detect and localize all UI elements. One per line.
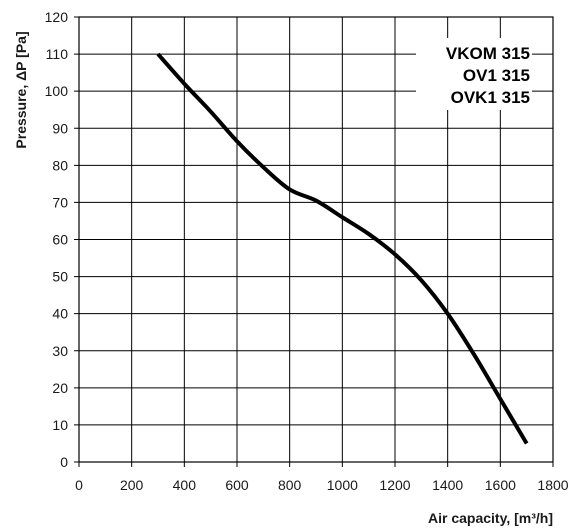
x-tick-label: 600 xyxy=(225,477,249,493)
y-axis-label: Pressure, ΔP [Pa] xyxy=(13,31,29,148)
x-tick-label: 400 xyxy=(173,477,197,493)
fan-curve-line xyxy=(156,52,529,445)
model-label: VKOM 315 xyxy=(446,44,530,63)
y-axis-ticks: 0 10 20 30 40 50 60 70 80 90 100 110 120 xyxy=(45,9,69,470)
x-tick-label: 800 xyxy=(278,477,302,493)
y-tick-label: 50 xyxy=(52,269,68,285)
y-tick-label: 30 xyxy=(52,343,68,359)
y-tick-label: 40 xyxy=(52,306,68,322)
model-label: OV1 315 xyxy=(463,66,530,85)
y-tick-label: 100 xyxy=(45,83,69,99)
y-tick-label: 10 xyxy=(52,417,68,433)
x-tick-label: 200 xyxy=(120,477,144,493)
y-tick-label: 90 xyxy=(52,120,68,136)
x-axis-label: Air capacity, [m³/h] xyxy=(428,510,553,526)
plot-frame xyxy=(78,16,554,463)
model-label: OVK1 315 xyxy=(451,88,530,107)
y-tick-label: 60 xyxy=(52,232,68,248)
x-axis-ticks: 0 200 400 600 800 1000 1200 1400 1600 1800 xyxy=(75,477,569,493)
y-tick-label: 120 xyxy=(45,9,69,25)
y-tick-label: 20 xyxy=(52,380,68,396)
y-tick-label: 80 xyxy=(52,157,68,173)
y-tick-label: 0 xyxy=(60,454,68,470)
model-labels-background xyxy=(416,38,532,110)
x-tick-label: 1600 xyxy=(485,477,516,493)
x-tick-label: 1200 xyxy=(379,477,410,493)
model-labels: VKOM 315 OV1 315 OVK1 315 xyxy=(416,38,532,110)
y-tick-label: 110 xyxy=(46,46,69,62)
x-tick-label: 0 xyxy=(75,477,83,493)
x-tick-label: 1000 xyxy=(327,477,358,493)
x-tick-label: 1800 xyxy=(537,477,568,493)
x-tick-label: 1400 xyxy=(432,477,463,493)
y-tick-label: 70 xyxy=(52,194,68,210)
